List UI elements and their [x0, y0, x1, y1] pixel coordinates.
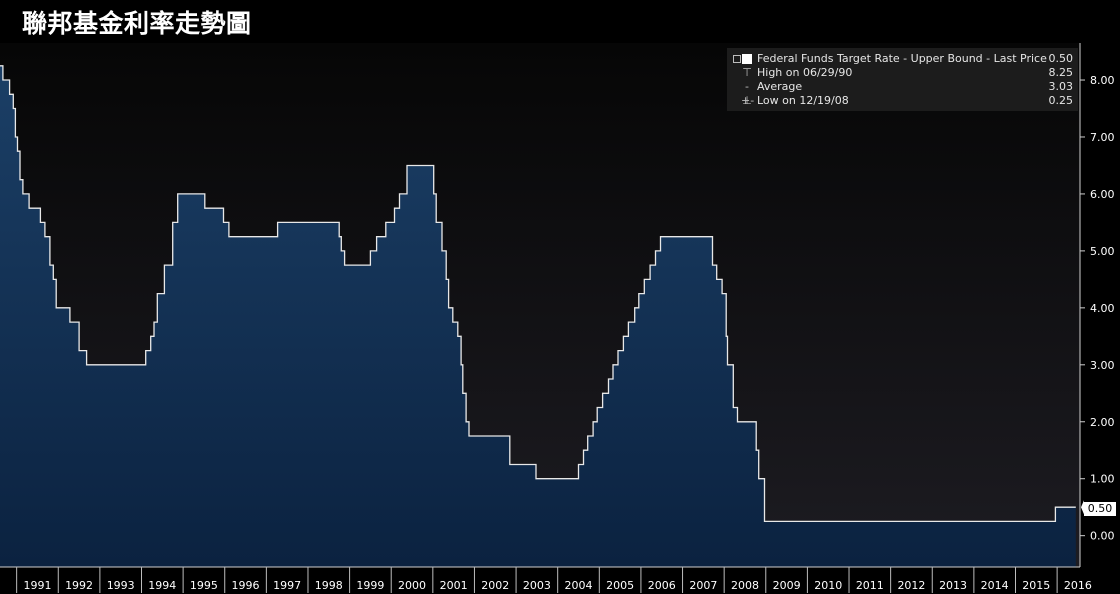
x-tick-label: 1992	[65, 579, 93, 592]
average-marker-icon: -+-	[741, 80, 755, 107]
legend-row-high: ⊤ High on 06/29/90 8.25	[733, 66, 1073, 80]
y-tick-label: 3.00	[1090, 359, 1115, 372]
high-marker-icon: ⊤	[742, 66, 752, 79]
y-tick-label: 7.00	[1090, 131, 1115, 144]
y-tick-label: 5.00	[1090, 245, 1115, 258]
legend-high-value: 8.25	[1048, 66, 1074, 79]
legend-row-series: Federal Funds Target Rate - Upper Bound …	[733, 52, 1073, 66]
legend-low-value: 0.25	[1048, 94, 1074, 107]
x-tick-label: 2007	[689, 579, 717, 592]
rate-series-line	[0, 65, 1076, 523]
legend-average-value: 3.03	[1048, 80, 1074, 93]
x-tick-label: 2016	[1064, 579, 1092, 592]
legend-high-label: High on 06/29/90	[757, 66, 853, 79]
x-tick-label: 2009	[773, 579, 801, 592]
x-tick-label: 1997	[273, 579, 301, 592]
x-tick-label: 2015	[1022, 579, 1050, 592]
x-tick-label: 1996	[232, 579, 260, 592]
legend-row-low: ⊥ Low on 12/19/08 0.25	[733, 94, 1073, 108]
y-axis: 0.00 1.00 2.00 3.00 4.00 5.00 6.00 7.00 8.00	[1079, 43, 1115, 567]
x-tick-label: 1999	[356, 579, 384, 592]
legend-collapse-icon[interactable]	[733, 55, 741, 63]
y-tick-label: 4.00	[1090, 302, 1115, 315]
y-tick-label: 6.00	[1090, 188, 1115, 201]
x-tick-label: 2000	[398, 579, 426, 592]
area-layer	[0, 65, 1076, 568]
x-tick-label: 2012	[897, 579, 925, 592]
chart-legend: Federal Funds Target Rate - Upper Bound …	[727, 48, 1078, 111]
x-tick-label: 2006	[648, 579, 676, 592]
x-tick-label: 2011	[856, 579, 884, 592]
x-tick-label: 1995	[190, 579, 218, 592]
last-price-pointer	[1081, 500, 1084, 515]
x-tick-label: 2005	[606, 579, 634, 592]
x-tick-label: 2002	[481, 579, 509, 592]
y-tick-label: 0.00	[1090, 530, 1115, 543]
low-marker-icon: ⊥	[742, 94, 752, 107]
legend-low-label: Low on 12/19/08	[757, 94, 849, 107]
x-axis: 1991 1992 1993 1994 1995 1996 1997 1998 1999 2000…	[0, 566, 1092, 593]
chart-title: 聯邦基金利率走勢圖	[22, 9, 252, 38]
rate-area-fill	[0, 65, 1076, 568]
legend-row-average: -+- Average 3.03	[733, 80, 1074, 107]
series-swatch-icon	[742, 54, 752, 64]
legend-series-value: 0.50	[1048, 52, 1074, 65]
x-tick-label: 2003	[523, 579, 551, 592]
legend-average-label: Average	[757, 80, 803, 93]
y-tick-label: 1.00	[1090, 473, 1115, 486]
last-price-badge: 0.50	[1084, 502, 1116, 516]
x-tick-label: 1993	[107, 579, 135, 592]
x-tick-label: 2010	[814, 579, 842, 592]
x-tick-label: 2004	[564, 579, 592, 592]
x-tick-label: 1994	[148, 579, 176, 592]
x-tick-label: 2001	[440, 579, 468, 592]
legend-series-label: Federal Funds Target Rate - Upper Bound …	[757, 52, 1047, 65]
y-tick-label: 2.00	[1090, 416, 1115, 429]
x-tick-label: 2013	[939, 579, 967, 592]
x-tick-label: 2008	[731, 579, 759, 592]
x-tick-label: 1991	[23, 579, 51, 592]
y-tick-label: 8.00	[1090, 74, 1115, 87]
x-tick-label: 1998	[315, 579, 343, 592]
x-tick-label: 2014	[981, 579, 1009, 592]
